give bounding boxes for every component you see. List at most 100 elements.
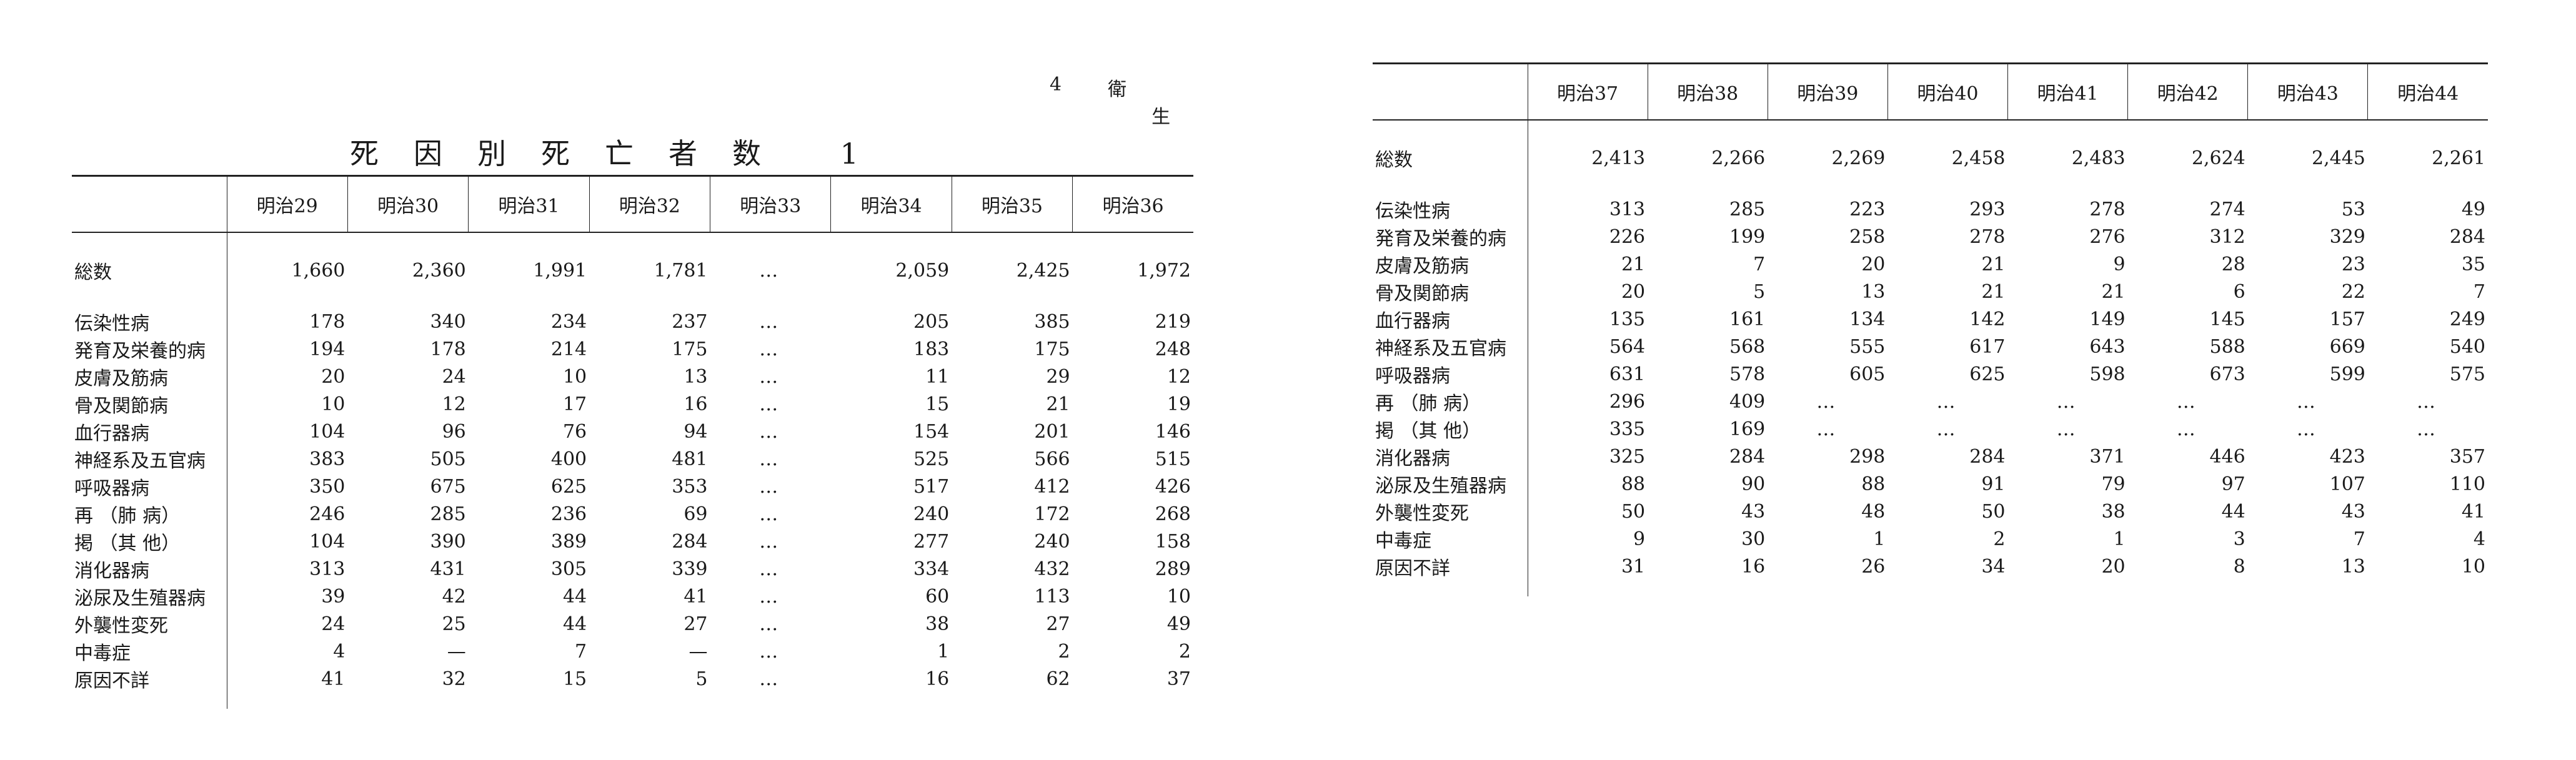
table-cell: 110 [2449,473,2485,495]
table-row: 泌尿及生殖器病 88 90 88 91 79 97 107 110 [1373,470,2488,498]
table-cell: 38 [925,613,950,635]
table-cell: … [2176,390,2197,413]
row-label: 伝染性病 [72,308,227,335]
table-cell: 38 [2101,500,2126,523]
table-cell: 149 [2089,308,2126,330]
table-cell: 24 [442,365,466,388]
table-cell: 31 [1621,555,1646,578]
table-cell: 276 [2089,225,2126,248]
table-cell: 339 [672,558,708,580]
table-cell: 525 [913,448,950,470]
table-cell: 20 [1861,253,1886,275]
table-cell: 194 [309,338,346,360]
column-header: 明治37 [1527,63,1648,121]
table-cell: 566 [1034,448,1070,470]
table-cell: 172 [1034,503,1070,525]
table-cell: … [759,310,780,333]
column-header: 明治44 [2367,63,2488,121]
table-cell: 431 [430,558,466,580]
table-row: 皮膚及筋病 21 7 20 21 9 28 23 35 [1373,250,2488,278]
table-cell: … [759,640,780,663]
column-header: 明治42 [2127,63,2248,121]
table-cell: 24 [321,613,346,635]
column-header: 明治29 [226,175,348,233]
table-cell: 2,269 [1831,147,1886,169]
table-cell: … [2416,390,2437,413]
row-label: 皮膚及筋病 [72,363,227,390]
table-row: 外襲性変死 50 43 48 50 38 44 43 41 [1373,498,2488,525]
table-cell: 91 [1981,473,2006,495]
table-cell: 135 [1609,308,1646,330]
column-header-row: 明治37 明治38 明治39 明治40 明治41 明治42 明治43 明治44 [1373,63,2488,121]
table-cell: … [1816,418,1837,440]
table-cell: 564 [1609,335,1646,358]
table-row: 消化器病 313 431 305 339 … 334 432 289 [72,555,1193,583]
table-cell: 278 [2089,198,2126,220]
table-cell: 41 [321,668,346,690]
table-cell: 44 [562,613,587,635]
row-label: 中毒症 [1373,525,1528,553]
row-label: 泌尿及生殖器病 [72,583,227,610]
table-cell: 37 [1166,668,1191,690]
table-cell: 16 [1741,555,1766,578]
table-row: 総数 1,660 2,360 1,991 1,781 … 2,059 2,425 1,972 [72,232,1193,308]
table-cell: … [759,558,780,580]
table-cell: 2,624 [2191,147,2245,169]
table-cell: 205 [913,310,950,333]
table-cell: 28 [2221,253,2245,275]
table-row: 伝染性病 178 340 234 237 … 205 385 219 [72,308,1193,335]
table-cell: 226 [1609,225,1646,248]
table-cell: 26 [1861,555,1886,578]
row-label: 外襲性変死 [1373,498,1528,525]
table-cell: 134 [1849,308,1886,330]
table-row: 中毒症 9 30 1 2 1 3 7 4 [1373,525,2488,553]
table-cell: 675 [430,475,466,498]
table-cell: 21 [1981,253,2006,275]
table-cell: 10 [1166,585,1191,608]
table-row: 呼吸器病 350 675 625 353 … 517 412 426 [72,473,1193,500]
table-cell: 20 [1621,280,1646,303]
table-cell: 293 [1969,198,2006,220]
table-cell: 9 [1633,528,1646,550]
table-cell: 25 [442,613,466,635]
table-cell: 21 [2101,280,2126,303]
table-body: 総数 2,413 2,266 2,269 2,458 2,483 2,624 2,445 2,2… [1373,120,2488,596]
table-row: 血行器病 135 161 134 142 149 145 157 249 [1373,305,2488,333]
table-cell: … [2296,418,2317,440]
table-cell: 23 [2341,253,2365,275]
table-cell: … [759,393,780,415]
table-cell: 249 [2449,308,2485,330]
table-row: 再 （肺 病） 296 409……………… [1373,388,2488,415]
table-cell: … [2176,418,2197,440]
table-cell: 240 [1034,530,1070,553]
table-cell: 13 [1861,280,1886,303]
table-cell: 2,261 [2432,147,2485,169]
table-cell: 540 [2449,335,2485,358]
table-cell: 2 [1178,640,1191,663]
table-cell: 353 [672,475,708,498]
table-cell: 285 [430,503,466,525]
table-cell: 34 [1981,555,2006,578]
table-cell: 7 [2473,280,2485,303]
table-cell: 21 [1981,280,2006,303]
table-cell: 43 [1741,500,1766,523]
table-cell: 104 [309,420,346,443]
table-cell: 12 [442,393,466,415]
table-cell: 7 [2353,528,2365,550]
page-header: 4 衛 生 [1050,74,1187,129]
table-cell: 5 [1753,280,1766,303]
table-cell: 1 [2113,528,2126,550]
table-cell: 240 [913,503,950,525]
table-row: 骨及関節病 20 5 13 21 21 6 22 7 [1373,278,2488,305]
column-header: 明治38 [1647,63,1768,121]
table-cell: 598 [2089,363,2126,385]
table-cell: 4 [2473,528,2485,550]
table-cell: 312 [2209,225,2245,248]
table-cell: 43 [2341,500,2365,523]
table-cell: 237 [672,310,708,333]
table-cell: — [447,640,466,663]
row-label: 神経系及五官病 [1373,333,1528,360]
row-label: 血行器病 [72,418,227,445]
table-cell: 10 [562,365,587,388]
table-cell: 42 [442,585,466,608]
